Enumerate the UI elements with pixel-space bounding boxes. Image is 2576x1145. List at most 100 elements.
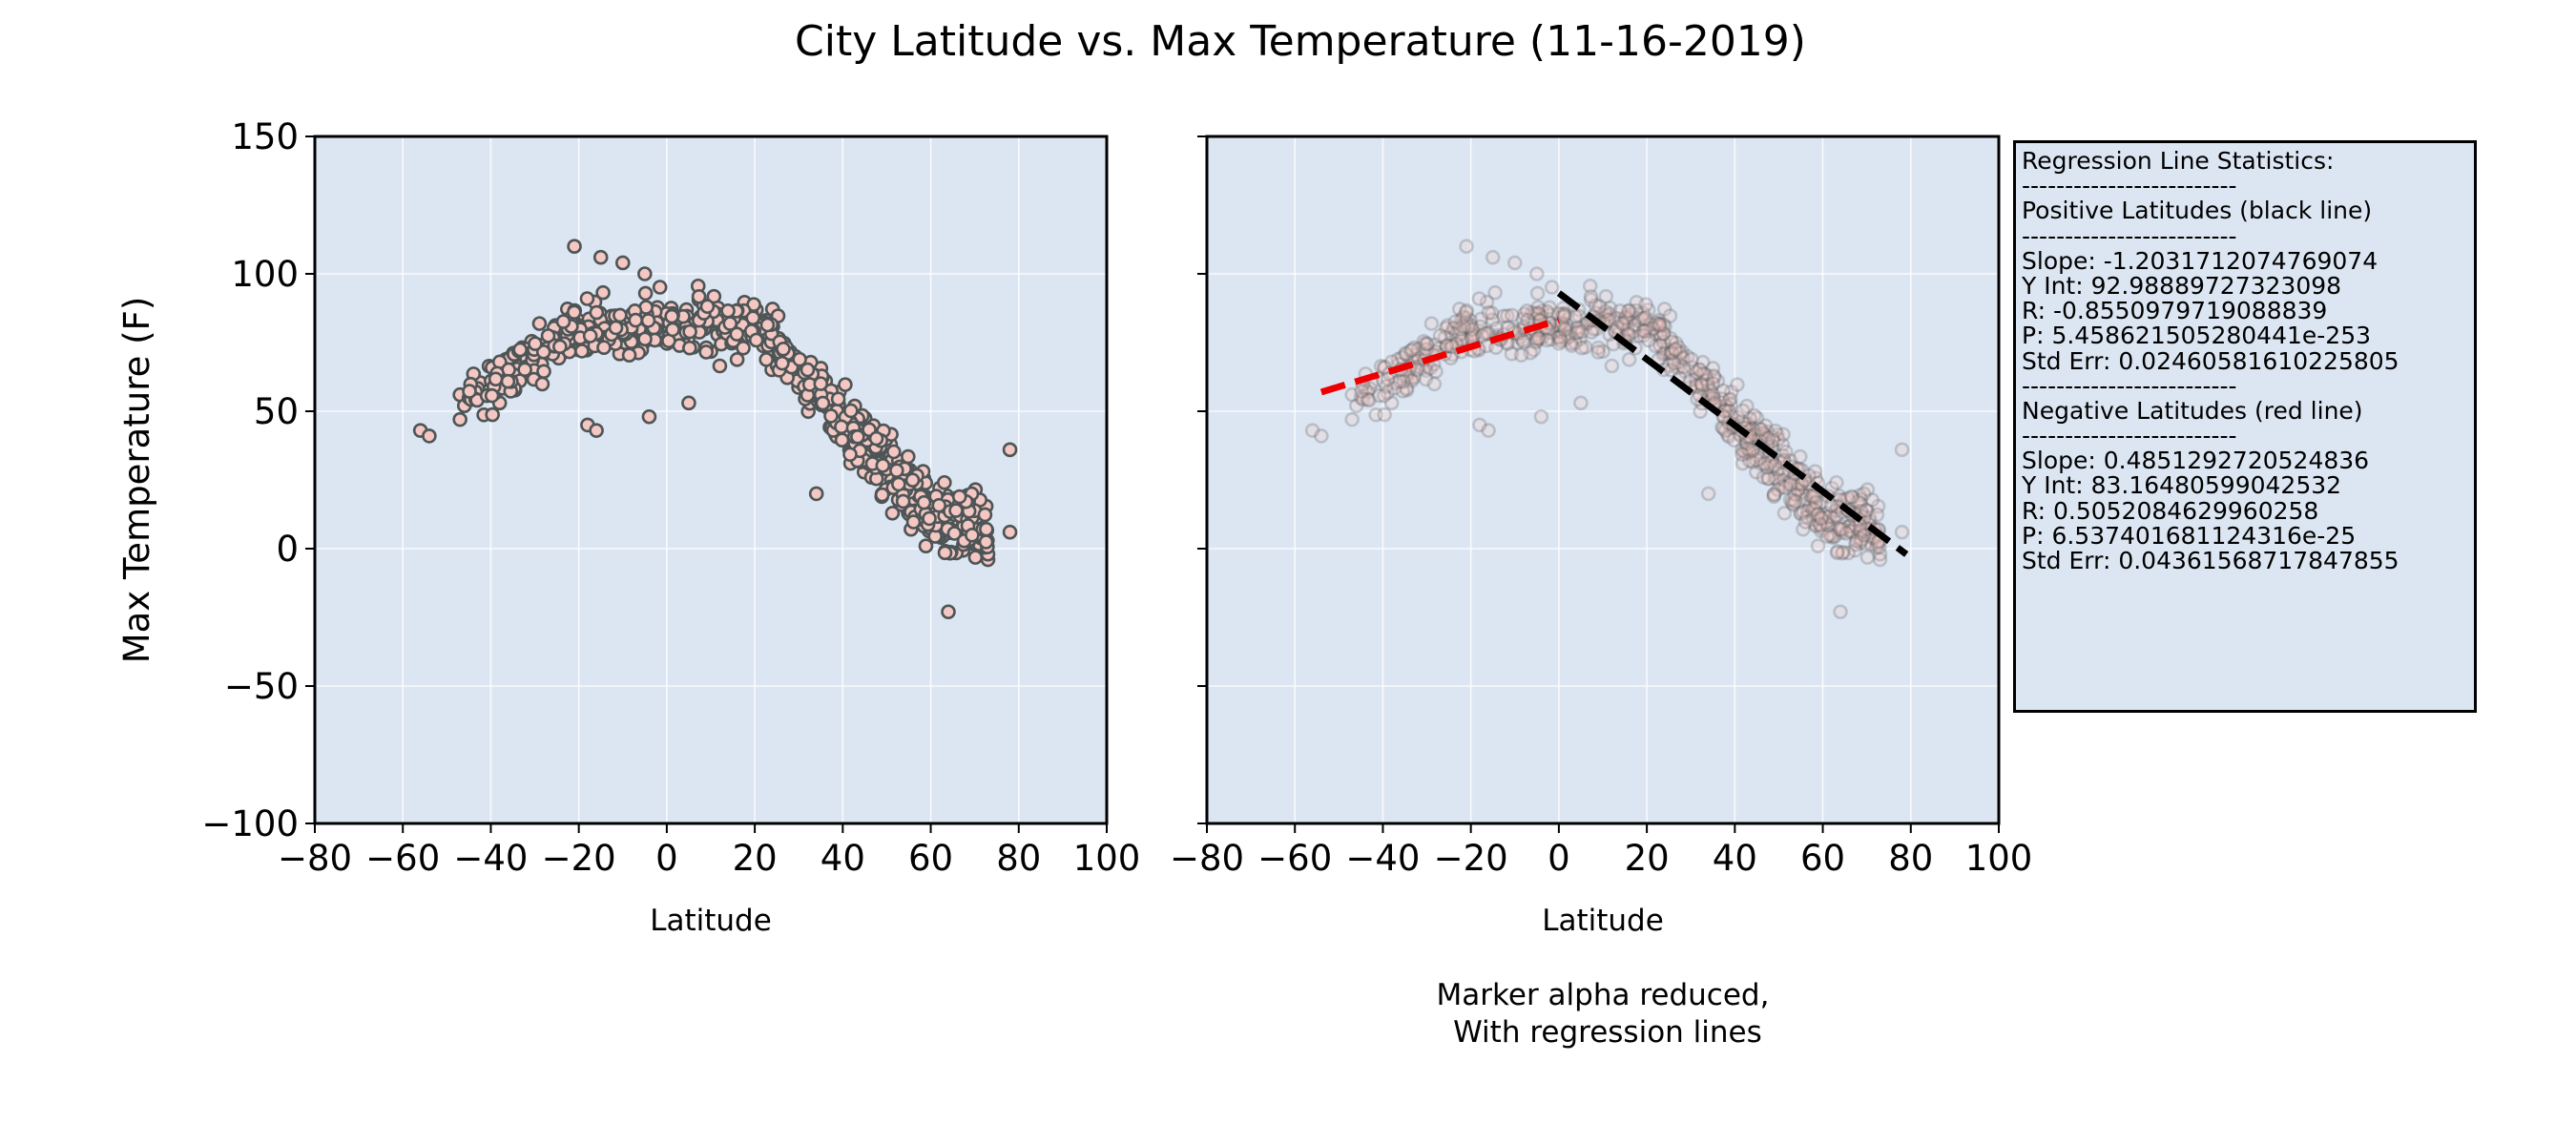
scatter-point	[1742, 445, 1757, 461]
scatter-point	[1662, 308, 1678, 323]
right-y-axis	[1197, 135, 1207, 824]
scatter-point	[1458, 314, 1474, 330]
scatter-point	[1745, 421, 1760, 437]
scatter-point	[1419, 337, 1434, 352]
scatter-point	[1598, 288, 1614, 304]
scatter-point	[1396, 374, 1411, 389]
scatter-point	[1465, 322, 1481, 337]
scatter-point	[1399, 381, 1414, 396]
scatter-point	[1582, 278, 1598, 294]
scatter-point	[1481, 325, 1496, 342]
scatter-point	[1454, 331, 1470, 347]
scatter-point	[1652, 319, 1668, 335]
stats-line: Regression Line Statistics:	[2022, 149, 2335, 175]
scatter-point	[843, 403, 859, 419]
scatter-point	[1689, 364, 1704, 381]
scatter-point	[1870, 536, 1886, 552]
scatter-point	[1829, 545, 1845, 561]
scatter-point	[1764, 458, 1779, 473]
scatter-point	[1735, 403, 1751, 419]
scatter-point	[1793, 505, 1808, 521]
scatter-point	[1829, 474, 1844, 490]
scatter-point	[1767, 458, 1783, 473]
scatter-point	[1602, 300, 1618, 316]
scatter-point	[540, 328, 556, 344]
stats-line: Std Err: 0.02460581610225805	[2022, 348, 2399, 374]
scatter-point	[1778, 444, 1794, 460]
scatter-point	[1439, 338, 1455, 354]
scatter-point	[1814, 523, 1829, 539]
right-plot-frame	[1205, 135, 2001, 825]
scatter-point	[528, 336, 543, 352]
scatter-point	[1818, 506, 1835, 521]
scatter-point	[1808, 517, 1824, 533]
scatter-point	[1453, 318, 1469, 334]
scatter-point	[1551, 336, 1567, 351]
scatter-point	[1570, 320, 1586, 335]
scatter-point	[1842, 524, 1858, 540]
scatter-point	[1627, 317, 1643, 333]
scatter-point	[1802, 498, 1818, 513]
scatter-point	[1410, 342, 1426, 357]
scatter-point	[1772, 476, 1788, 492]
scatter-point	[1406, 340, 1423, 356]
scatter-point	[1637, 310, 1653, 326]
scatter-point	[1354, 384, 1369, 399]
scatter-point	[1474, 328, 1490, 344]
scatter-point	[1852, 488, 1867, 503]
scatter-point	[1700, 377, 1716, 392]
scatter-point	[589, 304, 605, 321]
scatter-point	[1655, 325, 1672, 342]
scatter-point	[1753, 456, 1769, 471]
scatter-point	[1721, 404, 1736, 419]
scatter-point	[1808, 518, 1824, 534]
scatter-point	[1651, 313, 1666, 328]
scatter-point	[1619, 324, 1634, 341]
scatter-point	[1798, 491, 1814, 507]
stats-line: R: -0.8550979719088839	[2022, 299, 2328, 324]
scatter-point	[1705, 361, 1721, 376]
scatter-point	[967, 550, 984, 565]
scatter-point	[1652, 338, 1668, 354]
scatter-point	[1515, 311, 1530, 326]
scatter-point	[931, 497, 947, 513]
scatter-point	[748, 332, 764, 348]
scatter-point	[834, 432, 850, 448]
scatter-point	[682, 323, 697, 340]
scatter-point	[640, 313, 656, 328]
scatter-point	[1720, 427, 1735, 443]
scatter-point	[1741, 442, 1757, 457]
scatter-point	[1668, 335, 1684, 351]
scatter-point	[1557, 305, 1572, 322]
scatter-point	[758, 352, 775, 367]
scatter-point	[1314, 428, 1329, 444]
x-tick-label: 20	[733, 838, 778, 879]
scatter-point	[699, 299, 716, 314]
scatter-point	[1471, 291, 1487, 306]
scatter-point	[1574, 323, 1589, 340]
scatter-point	[1652, 316, 1668, 332]
scatter-point	[1602, 326, 1617, 343]
scatter-point	[1657, 319, 1672, 334]
scatter-point	[1688, 378, 1704, 393]
scatter-point	[1807, 497, 1823, 513]
scatter-point	[1756, 456, 1773, 471]
scatter-point	[1530, 300, 1546, 315]
scatter-point	[1739, 398, 1755, 414]
right-caption-line-1: Marker alpha reduced,	[1437, 978, 1770, 1012]
scatter-point	[1557, 307, 1572, 323]
left-x-axis-label: Latitude	[650, 904, 772, 938]
scatter-point	[1841, 518, 1858, 534]
scatter-point	[1803, 488, 1818, 504]
scatter-point	[1451, 327, 1467, 343]
scatter-point	[1701, 383, 1717, 399]
scatter-point	[1418, 371, 1434, 387]
scatter-point	[484, 387, 500, 404]
scatter-point	[1556, 308, 1571, 324]
scatter-point	[1757, 418, 1774, 434]
scatter-point	[641, 408, 657, 425]
scatter-point	[1525, 304, 1540, 321]
scatter-point	[979, 521, 994, 537]
scatter-point	[775, 355, 790, 371]
